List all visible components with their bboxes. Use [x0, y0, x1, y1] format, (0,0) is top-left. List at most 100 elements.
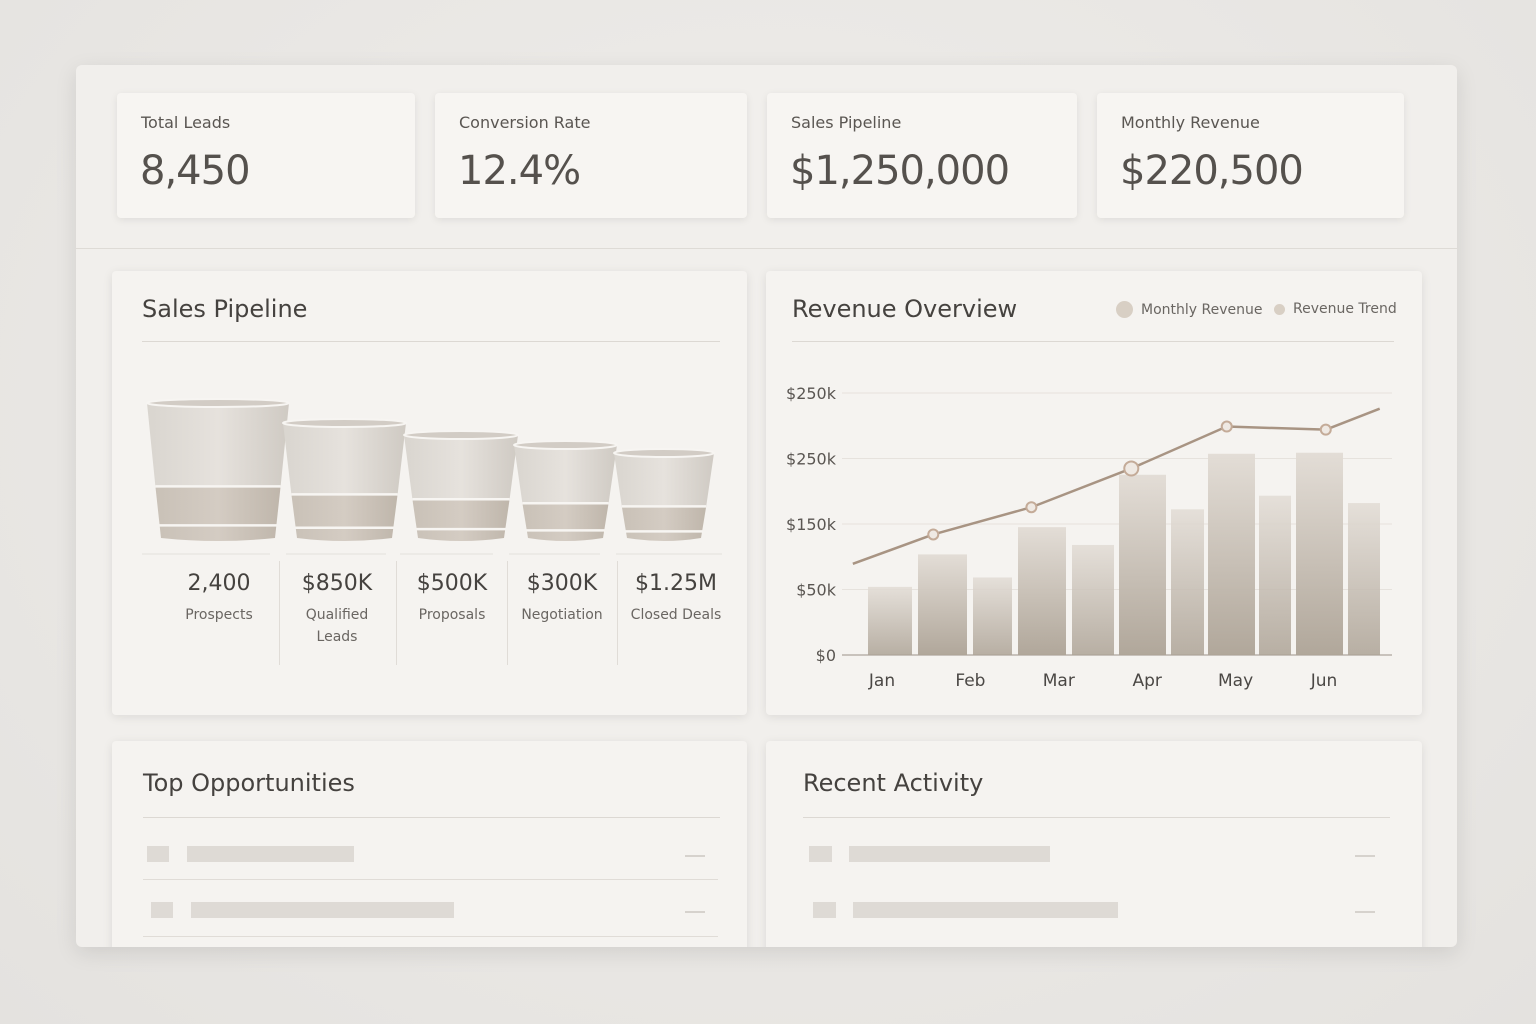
y-tick-label: $250k: [786, 384, 837, 403]
item-dash: [685, 911, 705, 913]
top-opportunities-card: Top Opportunities: [112, 741, 747, 947]
funnel-upper: [514, 445, 617, 504]
stage-label: Negotiation: [521, 607, 603, 623]
item-text-placeholder: [187, 846, 354, 862]
card-title: Top Opportunities: [143, 769, 355, 797]
trend-point: [1025, 501, 1038, 514]
legend-swatch: [1274, 303, 1285, 315]
kpi-label: Monthly Revenue: [1121, 113, 1260, 132]
row-divider: [143, 936, 718, 937]
stage-divider: [279, 561, 280, 665]
revenue-bar: [1119, 474, 1166, 655]
funnel-rim: [282, 418, 407, 428]
revenue-bar: [918, 554, 967, 655]
kpi-monthly-revenue[interactable]: Monthly Revenue $220,500: [1097, 93, 1404, 218]
y-tick-label: $250k: [786, 450, 837, 469]
kpi-value: 8,450: [140, 148, 251, 194]
revenue-chart: $0 $50k $150k $250k $250k Jan Feb Mar Apr May Jun: [786, 384, 1392, 691]
revenue-bar: [1072, 544, 1114, 655]
item-text-placeholder: [853, 902, 1118, 918]
section-divider: [76, 248, 1457, 249]
kpi-value: $220,500: [1120, 148, 1304, 194]
kpi-value: 12.4%: [458, 148, 581, 194]
item-icon-placeholder: [813, 902, 836, 918]
funnel-graphic: [142, 398, 722, 555]
kpi-conversion-rate[interactable]: Conversion Rate 12.4%: [435, 93, 747, 218]
trend-point: [1319, 423, 1332, 436]
kpi-sales-pipeline[interactable]: Sales Pipeline $1,250,000: [767, 93, 1077, 218]
x-tick-label: Jan: [868, 671, 895, 691]
stage-divider: [507, 561, 508, 665]
funnel-rim: [513, 440, 618, 450]
title-rule: [143, 817, 720, 818]
revenue-bar: [1348, 503, 1380, 655]
stage-closed-deals[interactable]: $1.25M Closed Deals: [622, 571, 730, 626]
item-icon-placeholder: [151, 902, 173, 918]
card-title: Recent Activity: [803, 769, 984, 797]
stage-value: $500K: [416, 571, 488, 596]
funnel-lower: [621, 506, 707, 541]
stage-value: $300K: [526, 571, 598, 596]
card-title: Revenue Overview: [792, 295, 1018, 323]
item-text-placeholder: [849, 846, 1050, 862]
funnel-stage: [403, 430, 519, 541]
x-tick-label: May: [1218, 671, 1253, 691]
legend-label: Revenue Trend: [1293, 301, 1397, 317]
funnel-stage: [613, 448, 715, 541]
funnel-lower: [412, 499, 510, 541]
stage-prospects[interactable]: 2,400 Prospects: [164, 571, 274, 626]
funnel-upper: [404, 435, 518, 500]
funnel-upper: [614, 453, 714, 507]
stage-label: Prospects: [185, 607, 253, 623]
stage-label: Proposals: [418, 607, 486, 623]
stage-qualified-leads[interactable]: $850K Qualified Leads: [292, 571, 382, 648]
legend-revenue-trend[interactable]: Revenue Trend: [1274, 301, 1397, 317]
row-divider: [143, 879, 718, 880]
item-icon-placeholder: [147, 846, 169, 862]
funnel-stage: [513, 440, 618, 541]
stage-negotiation[interactable]: $300K Negotiation: [512, 571, 612, 626]
x-tick-label: Mar: [1043, 671, 1075, 691]
item-icon-placeholder: [809, 846, 832, 862]
x-tick-label: Apr: [1132, 671, 1161, 691]
revenue-bar: [868, 586, 912, 655]
funnel-lower: [155, 486, 281, 541]
funnel-lower: [522, 503, 609, 541]
trend-point: [927, 528, 940, 541]
funnel-rim: [403, 430, 519, 440]
revenue-bar: [1296, 452, 1343, 655]
stage-value: 2,400: [187, 571, 251, 596]
y-tick-label: $0: [816, 646, 836, 665]
kpi-label: Conversion Rate: [459, 113, 591, 132]
stage-value: $850K: [301, 571, 373, 596]
y-tick-label: $50k: [796, 581, 837, 600]
stage-value: $1.25M: [635, 571, 717, 596]
x-tick-label: Jun: [1310, 671, 1338, 691]
stage-divider: [396, 561, 397, 665]
sales-pipeline-card: Sales Pipeline 2,400 Prospects $850K Quali…: [112, 271, 747, 715]
item-text-placeholder: [191, 902, 454, 918]
funnel-lower: [291, 494, 398, 541]
y-tick-label: $150k: [786, 515, 837, 534]
funnel-rim: [146, 398, 290, 408]
revenue-bar: [1018, 527, 1066, 655]
kpi-total-leads[interactable]: Total Leads 8,450: [117, 93, 415, 218]
funnel-stage: [146, 398, 290, 541]
title-rule: [792, 341, 1394, 342]
funnel-rim: [613, 448, 715, 458]
dashboard-panel: Total Leads 8,450 Conversion Rate 12.4% …: [76, 65, 1457, 947]
stage-label: Qualified Leads: [305, 607, 369, 645]
item-dash: [1355, 855, 1375, 857]
title-rule: [803, 817, 1390, 818]
item-dash: [685, 855, 705, 857]
kpi-value: $1,250,000: [790, 148, 1010, 194]
revenue-bar: [1171, 509, 1204, 655]
kpi-label: Total Leads: [141, 113, 231, 132]
trend-point: [1123, 460, 1140, 477]
revenue-bar: [973, 577, 1012, 655]
legend-monthly-revenue[interactable]: Monthly Revenue: [1116, 301, 1262, 318]
item-dash: [1355, 911, 1375, 913]
stage-proposals[interactable]: $500K Proposals: [402, 571, 502, 626]
card-title: Sales Pipeline: [142, 295, 308, 323]
funnel-cups: [146, 398, 715, 541]
